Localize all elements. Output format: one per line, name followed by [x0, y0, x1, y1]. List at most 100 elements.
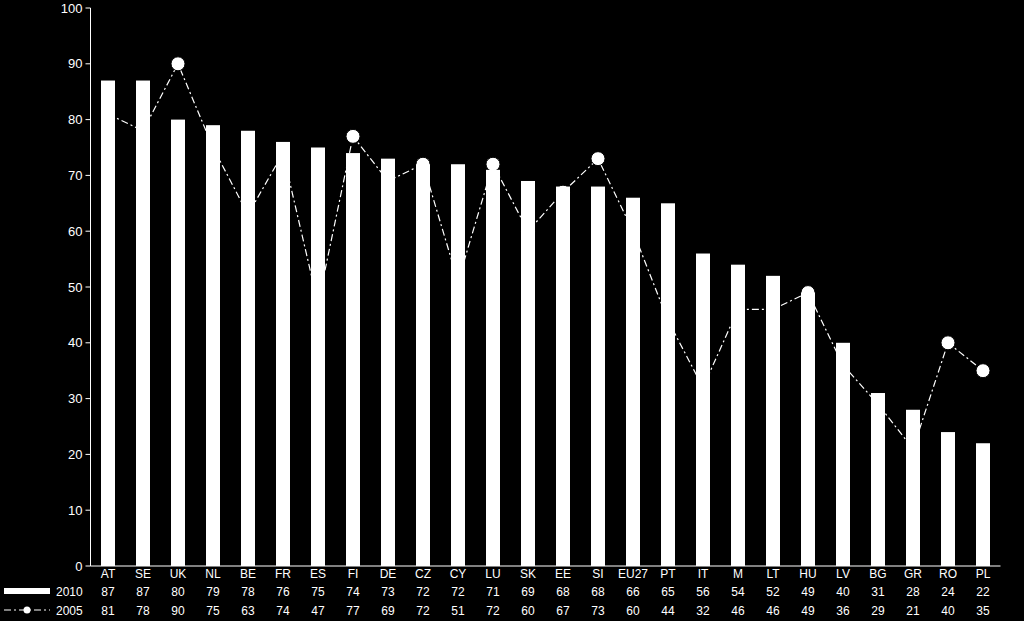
- data-label: 87: [136, 585, 150, 599]
- data-label: 90: [171, 604, 185, 618]
- data-label: 40: [941, 604, 955, 618]
- y-tick: [86, 510, 91, 511]
- y-tick-label: 60: [68, 224, 82, 239]
- x-tick-label: PT: [660, 567, 676, 581]
- x-tick-label: NL: [205, 567, 221, 581]
- data-label: 47: [311, 604, 325, 618]
- data-label: 22: [976, 585, 990, 599]
- data-label: 78: [136, 604, 150, 618]
- data-label: 81: [101, 604, 115, 618]
- data-label: 60: [521, 604, 535, 618]
- legend-key-marker: [24, 607, 31, 614]
- marker: [941, 336, 955, 350]
- x-tick-label: AT: [101, 567, 116, 581]
- data-label: 68: [591, 585, 605, 599]
- data-label: 80: [171, 585, 185, 599]
- marker: [171, 57, 185, 71]
- data-label: 78: [241, 585, 255, 599]
- data-label: 76: [276, 585, 290, 599]
- chart-container: 0102030405060708090100ATSEUKNLBEFRESFIDE…: [0, 0, 1024, 621]
- marker: [486, 157, 500, 171]
- bar: [416, 164, 430, 566]
- y-tick-label: 90: [68, 56, 82, 71]
- x-tick-label: UK: [170, 567, 187, 581]
- data-label: 65: [661, 585, 675, 599]
- y-tick: [86, 566, 91, 567]
- y-tick-label: 80: [68, 112, 82, 127]
- y-tick-label: 50: [68, 280, 82, 295]
- x-tick-label: EE: [555, 567, 571, 581]
- data-label: 51: [451, 604, 465, 618]
- x-tick-label: SK: [520, 567, 536, 581]
- x-tick-label: ES: [310, 567, 326, 581]
- data-label: 79: [206, 585, 220, 599]
- bar: [276, 142, 290, 566]
- x-tick-label: LT: [766, 567, 780, 581]
- x-tick-label: CZ: [415, 567, 431, 581]
- x-tick-label: EU27: [618, 567, 648, 581]
- data-label: 54: [731, 585, 745, 599]
- bar: [311, 148, 325, 567]
- bar: [591, 187, 605, 566]
- y-tick: [86, 287, 91, 288]
- x-tick-label: BE: [240, 567, 256, 581]
- bar: [696, 254, 710, 566]
- x-tick-label: PL: [976, 567, 991, 581]
- x-tick-label: CY: [450, 567, 467, 581]
- data-label: 72: [416, 585, 430, 599]
- y-tick: [86, 454, 91, 455]
- chart-svg: 0102030405060708090100ATSEUKNLBEFRESFIDE…: [0, 0, 1024, 621]
- data-label: 68: [556, 585, 570, 599]
- legend-key: [4, 588, 50, 594]
- x-tick-label: BG: [869, 567, 886, 581]
- bar: [556, 187, 570, 566]
- bar: [521, 181, 535, 566]
- x-tick-label: RO: [939, 567, 957, 581]
- bar: [836, 343, 850, 566]
- data-label: 75: [206, 604, 220, 618]
- x-axis: [91, 566, 1001, 567]
- bar: [241, 131, 255, 566]
- data-label: 72: [451, 585, 465, 599]
- y-tick: [86, 231, 91, 232]
- data-label: 46: [731, 604, 745, 618]
- data-label: 66: [626, 585, 640, 599]
- bar: [801, 293, 815, 566]
- data-label: 29: [871, 604, 885, 618]
- data-label: 87: [101, 585, 115, 599]
- data-label: 71: [486, 585, 500, 599]
- bar: [346, 153, 360, 566]
- data-label: 74: [276, 604, 290, 618]
- bar: [766, 276, 780, 566]
- bar: [101, 81, 115, 566]
- bar: [206, 125, 220, 566]
- y-tick: [86, 175, 91, 176]
- data-label: 21: [906, 604, 920, 618]
- bar: [486, 170, 500, 566]
- data-label: 32: [696, 604, 710, 618]
- data-label: 31: [871, 585, 885, 599]
- x-tick-label: LU: [485, 567, 500, 581]
- x-tick-label: SE: [135, 567, 151, 581]
- data-label: 69: [521, 585, 535, 599]
- data-label: 74: [346, 585, 360, 599]
- y-tick-label: 30: [68, 391, 82, 406]
- data-label: 49: [801, 585, 815, 599]
- data-label: 63: [241, 604, 255, 618]
- bar: [171, 120, 185, 566]
- data-label: 46: [766, 604, 780, 618]
- data-label: 75: [311, 585, 325, 599]
- marker: [976, 364, 990, 378]
- y-tick-label: 10: [68, 503, 82, 518]
- data-label: 77: [346, 604, 360, 618]
- marks: [101, 57, 990, 566]
- y-axis: [90, 8, 91, 566]
- legend-label: 2005: [56, 604, 83, 618]
- x-tick-label: LV: [836, 567, 850, 581]
- y-tick: [86, 63, 91, 64]
- y-tick-label: 0: [75, 559, 82, 574]
- bar: [136, 81, 150, 566]
- bar: [626, 198, 640, 566]
- data-label: 28: [906, 585, 920, 599]
- x-tick-label: FI: [348, 567, 359, 581]
